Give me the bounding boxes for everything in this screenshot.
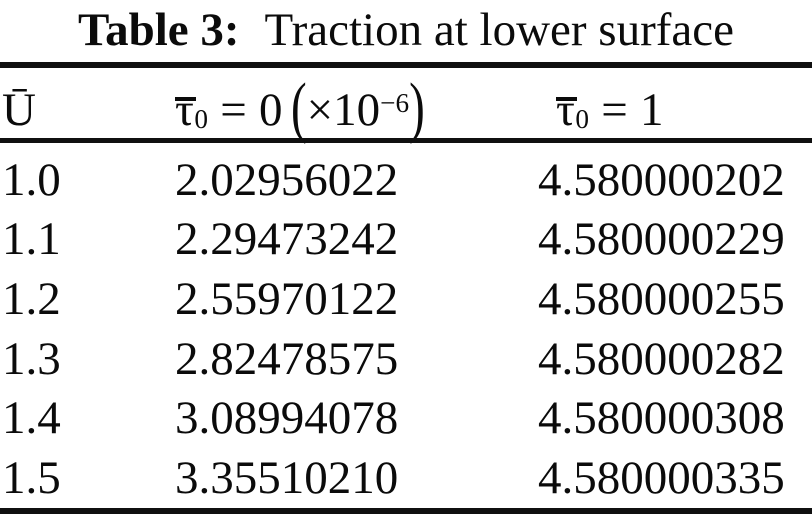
caption-text: Traction at lower surface	[264, 4, 734, 56]
cell-tau0-0: 2.82478575	[175, 332, 399, 385]
close-paren: )	[409, 69, 425, 146]
cell-tau0-0: 2.55970122	[175, 273, 399, 326]
open-paren: (	[290, 69, 307, 146]
cell-u: 1.3	[2, 332, 61, 385]
cell-u: 1.4	[2, 392, 61, 445]
cell-tau0-0: 3.08994078	[175, 392, 399, 445]
exponent: −6	[380, 87, 410, 118]
table-top-rule	[0, 62, 812, 68]
cell-tau0-1: 4.580000229	[538, 213, 785, 266]
header-cell-tau0-equals-0: τ0 = 0 (×10−6)	[175, 70, 538, 145]
header-value: 0	[259, 84, 283, 136]
table-header-rule	[0, 138, 812, 143]
cell-tau0-0: 2.02956022	[175, 153, 399, 206]
table-row: 1.2 2.55970122 4.580000255	[0, 269, 812, 329]
caption-label: Table 3:	[78, 4, 240, 56]
cell-tau0-1: 4.580000282	[538, 332, 785, 385]
tau-subscript: 0	[575, 104, 590, 135]
table-header-row: Ū τ0 = 0 (×10−6) τ0 = 1	[0, 67, 812, 145]
cell-tau0-0: 3.35510210	[175, 452, 399, 505]
equals-sign: =	[220, 84, 247, 136]
header-cell-tau0-equals-1: τ0 = 1	[538, 83, 812, 137]
cell-tau0-1: 4.580000308	[538, 392, 785, 445]
table-caption: Table 3: Traction at lower surface	[0, 0, 812, 60]
table-body: 1.0 2.02956022 4.580000202 1.1 2.2947324…	[0, 150, 812, 508]
cell-tau0-1: 4.580000202	[538, 153, 785, 206]
header-cell-u-bar: Ū	[0, 83, 175, 137]
times-ten: ×10	[306, 84, 381, 136]
table-row: 1.3 2.82478575 4.580000282	[0, 329, 812, 389]
table-row: 1.5 3.35510210 4.580000335	[0, 448, 812, 508]
table-row: 1.4 3.08994078 4.580000308	[0, 389, 812, 449]
u-bar-symbol: Ū	[2, 84, 36, 136]
table-row: 1.0 2.02956022 4.580000202	[0, 150, 812, 210]
cell-u: 1.0	[2, 153, 61, 206]
cell-u: 1.5	[2, 452, 61, 505]
cell-tau0-0: 2.29473242	[175, 213, 399, 266]
equals-sign: =	[601, 84, 628, 136]
cell-tau0-1: 4.580000255	[538, 273, 785, 326]
cell-u: 1.2	[2, 273, 61, 326]
table-bottom-rule	[0, 508, 812, 514]
tau-bar-symbol: τ	[175, 84, 196, 136]
scale-factor: (×10−6)	[291, 70, 425, 145]
tau-subscript: 0	[194, 104, 209, 135]
tau-bar-symbol: τ	[556, 84, 577, 136]
table-row: 1.1 2.29473242 4.580000229	[0, 210, 812, 270]
cell-u: 1.1	[2, 213, 61, 266]
cell-tau0-1: 4.580000335	[538, 452, 785, 505]
header-value: 1	[640, 84, 664, 136]
